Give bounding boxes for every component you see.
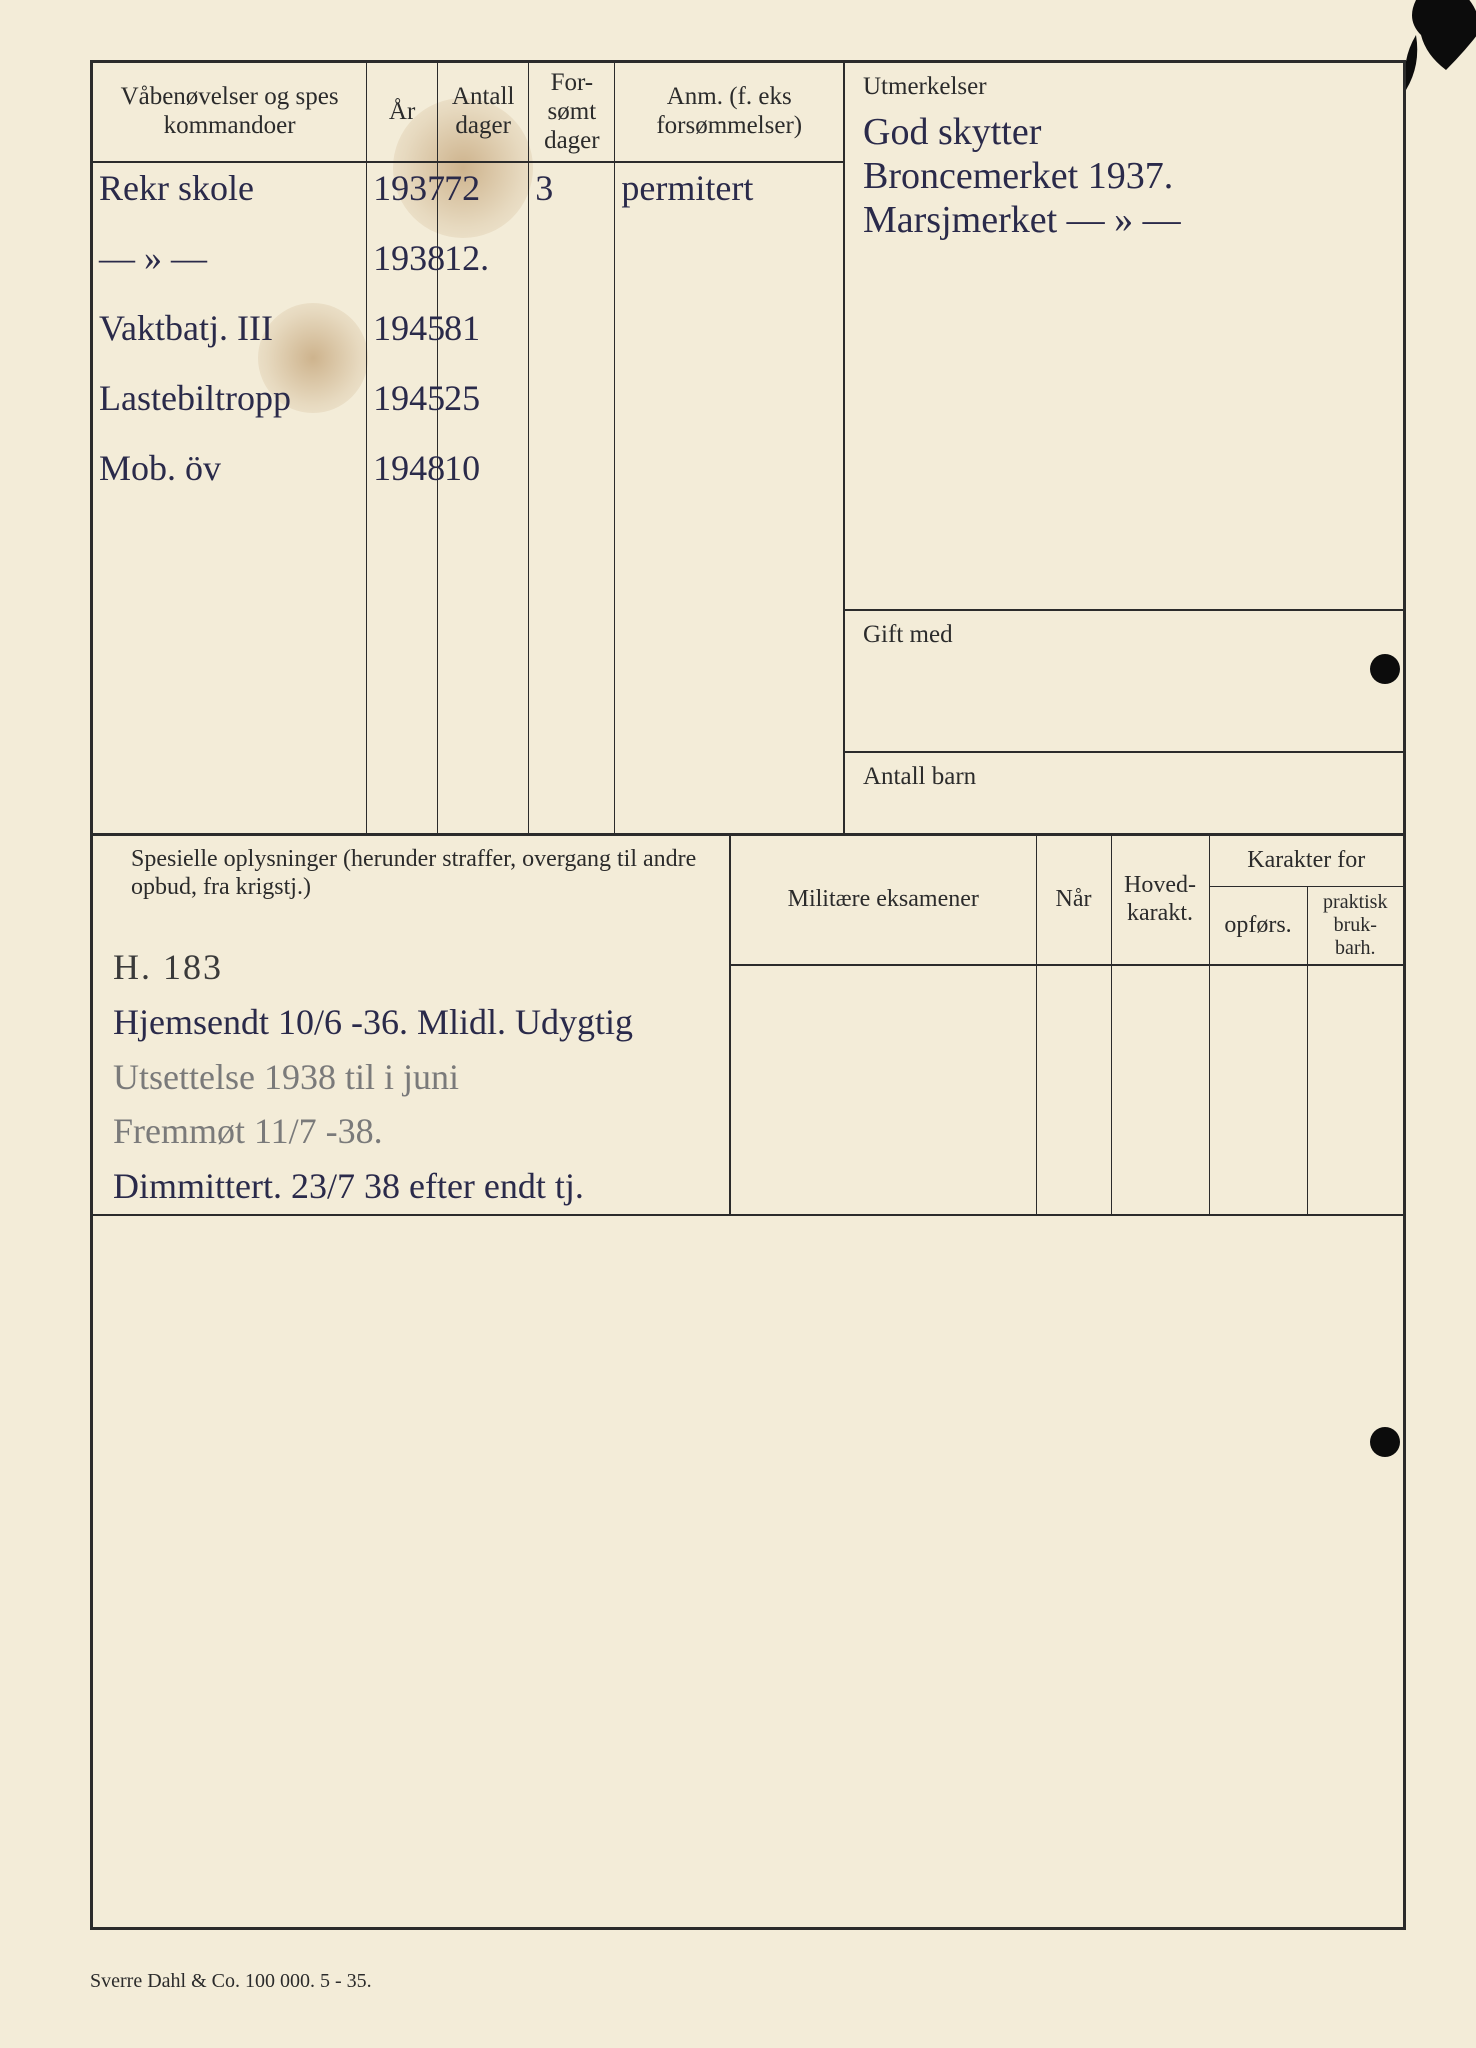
typed-code: H. 183	[113, 944, 709, 991]
form-frame: Våbenøvelser og spes kommandoer År Antal…	[90, 60, 1406, 1930]
cell-missed	[529, 303, 615, 373]
cell-note	[615, 443, 843, 513]
table-row: Vaktbatj. III 1945 81	[93, 303, 843, 373]
cell-year: 1938	[367, 233, 438, 303]
married-label: Gift med	[863, 621, 1385, 650]
cell-desc: Vaktbatj. III	[93, 303, 367, 373]
exercises-section: Våbenøvelser og spes kommandoer År Antal…	[93, 63, 845, 833]
table-row: — » — 1938 12.	[93, 233, 843, 303]
cell-year: 1937	[367, 162, 438, 233]
cell-missed	[529, 443, 615, 513]
cell-missed	[529, 373, 615, 443]
cell-desc: Mob. öv	[93, 443, 367, 513]
distinction-line: Marsjmerket — » —	[863, 198, 1385, 242]
cell-desc: Lastebiltropp	[93, 373, 367, 443]
cell-note: permitert	[615, 162, 843, 233]
exam-col-gradegroup: Karakter for	[1209, 836, 1403, 887]
distinction-line: Broncemerket 1937.	[863, 154, 1385, 198]
cell-desc: Rekr skole	[93, 162, 367, 233]
table-row: Rekr skole 1937 72 3 permitert	[93, 162, 843, 233]
col-header-missed: For- sømt dager	[529, 63, 615, 162]
special-info-label: Spesielle oplysninger (herunder straffer…	[111, 846, 711, 901]
cell-days: 72	[438, 162, 529, 233]
special-info-line: Utsettelse 1938 til i juni	[113, 1054, 709, 1101]
cell-missed	[529, 233, 615, 303]
cell-year: 1945	[367, 303, 438, 373]
table-row: Mob. öv 1948 10	[93, 443, 843, 513]
cell-desc: — » —	[93, 233, 367, 303]
distinctions-section: Utmerkelser God skytter Broncemerket 193…	[845, 63, 1403, 611]
cell-year: 1945	[367, 373, 438, 443]
cell-note	[615, 303, 843, 373]
special-info-line: Hjemsendt 10/6 -36. Mlidl. Udygtig	[113, 999, 709, 1046]
cell-days: 25	[438, 373, 529, 443]
children-label: Antall barn	[863, 763, 1385, 792]
cell-note	[615, 373, 843, 443]
document-page: Våbenøvelser og spes kommandoer År Antal…	[0, 0, 1476, 2048]
exam-col-praktisk: praktisk bruk- barh.	[1307, 887, 1403, 966]
exam-col-maingrade: Hoved- karakt.	[1111, 836, 1209, 965]
special-info-section: Spesielle oplysninger (herunder straffer…	[93, 836, 731, 1216]
printer-footer: Sverre Dahl & Co. 100 000. 5 - 35.	[90, 1970, 372, 1993]
distinction-line: God skytter	[863, 110, 1385, 154]
col-header-year: År	[367, 63, 438, 162]
col-header-note: Anm. (f. eks forsømmelser)	[615, 63, 843, 162]
exercises-table: Våbenøvelser og spes kommandoer År Antal…	[93, 63, 843, 833]
special-info-line: Fremmøt 11/7 -38.	[113, 1108, 709, 1155]
col-header-days: Antall dager	[438, 63, 529, 162]
cell-missed: 3	[529, 162, 615, 233]
exam-col-name: Militære eksamener	[731, 836, 1036, 965]
cell-days: 12.	[438, 233, 529, 303]
distinctions-label: Utmerkelser	[863, 73, 1385, 102]
table-row: Lastebiltropp 1945 25	[93, 373, 843, 443]
married-section: Gift med	[845, 611, 1403, 753]
cell-days: 81	[438, 303, 529, 373]
special-info-line: Dimmittert. 23/7 38 efter endt tj.	[113, 1163, 709, 1210]
exams-table: Militære eksamener Når Hoved- karakt. Ka…	[731, 836, 1403, 1214]
exam-col-opfors: opførs.	[1209, 887, 1307, 966]
table-row	[731, 965, 1403, 1214]
cell-note	[615, 233, 843, 303]
cell-days: 10	[438, 443, 529, 513]
children-section: Antall barn	[845, 753, 1403, 833]
table-row	[93, 513, 843, 833]
cell-year: 1948	[367, 443, 438, 513]
exams-section: Militære eksamener Når Hoved- karakt. Ka…	[731, 836, 1403, 1216]
exam-col-when: Når	[1036, 836, 1111, 965]
col-header-description: Våbenøvelser og spes kommandoer	[93, 63, 367, 162]
